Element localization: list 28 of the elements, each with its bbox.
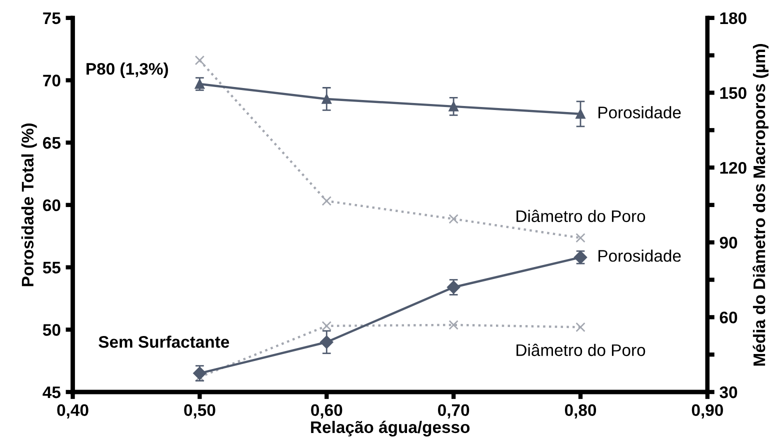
x-tick-label: 0,60 [311,404,342,418]
y-tick-label: 60 [43,199,60,212]
x-axis-title: Relação água/gesso [311,420,470,436]
x-tick-label: 0,80 [564,404,596,418]
y2-axis-title: Média do Diâmetro dos Macroporos (µm) [752,44,769,366]
annotation: Sem Surfactante [98,336,230,348]
y-tick-label: 70 [43,74,60,86]
series-label: Porosidade [598,106,681,118]
x-tick-label: 0,40 [57,404,88,418]
annotation: P80 (1,3%) [86,62,168,78]
y-tick-label: 50 [42,324,60,336]
y2-tick-label: 150 [720,87,746,99]
y2-tick-label: 90 [720,236,738,249]
y2-tick-label: 120 [720,162,746,174]
y2-tick-label: 60 [720,312,738,324]
y2-tick-label: 180 [720,12,746,24]
x-tick-label: 0,90 [692,404,723,418]
y-tick-label: 55 [42,262,60,274]
y-tick-label: 45 [42,386,60,398]
y-tick-label: 75 [43,12,60,24]
y-tick-label: 65 [43,137,60,149]
y2-tick-label: 30 [720,386,738,398]
x-tick-label: 0,50 [184,404,216,418]
x-tick-label: 0,70 [438,404,470,418]
series-label: Porosidade [598,250,681,262]
series-label: Diâmetro do Poro [516,210,646,222]
y-axis-title: Porosidade Total (%) [21,124,37,286]
series-label: Diâmetro do Poro [516,344,646,356]
